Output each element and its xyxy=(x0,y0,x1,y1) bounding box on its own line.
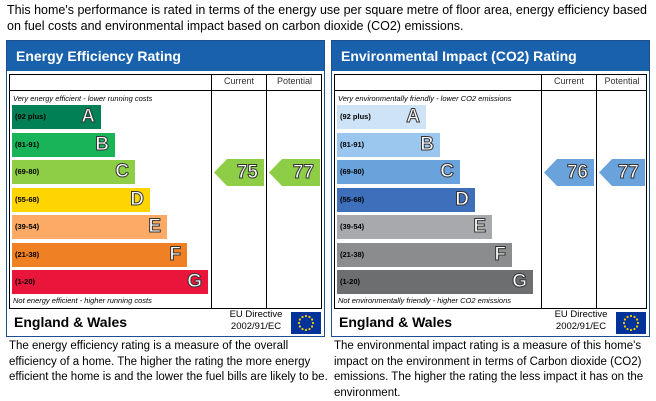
energy-current-header: Current xyxy=(223,76,254,86)
environment-panel-title: Environmental Impact (CO2) Rating xyxy=(332,41,649,71)
band-letter: A xyxy=(81,106,96,128)
band-letter: C xyxy=(440,161,455,183)
band-letter: D xyxy=(130,188,145,210)
environment-eu-directive: EU Directive 2002/91/EC xyxy=(554,309,608,332)
eu-flag-icon xyxy=(291,312,321,334)
energy-potential-rating-arrow: 77 xyxy=(269,158,320,186)
environment-potential-rating-arrow: 77 xyxy=(599,158,645,186)
rating-value: 77 xyxy=(292,161,314,183)
rating-band-f: (21-38) F xyxy=(12,242,187,267)
band-letter: G xyxy=(187,271,203,293)
band-range-label: (1-20) xyxy=(340,277,361,286)
band-letter: G xyxy=(512,271,528,293)
band-range-label: (39-54) xyxy=(15,222,40,231)
rating-band-g: (1-20) G xyxy=(12,270,208,294)
band-letter: E xyxy=(148,216,162,238)
band-range-label: (55-68) xyxy=(340,194,365,204)
rating-band-c: (69-80) C xyxy=(337,160,460,184)
band-letter: B xyxy=(95,133,110,155)
rating-value: 77 xyxy=(617,161,639,183)
energy-current-rating-arrow: 75 xyxy=(214,158,264,186)
band-letter: F xyxy=(169,243,182,265)
environment-current-rating-arrow: 76 xyxy=(544,158,594,186)
rating-band-b: (81-91) B xyxy=(12,132,115,157)
band-letter: F xyxy=(494,243,507,265)
band-letter: B xyxy=(420,133,435,155)
band-range-label: (21-38) xyxy=(340,249,365,259)
energy-description: The energy efficiency rating is a measur… xyxy=(9,340,328,383)
intro-text: This home's performance is rated in term… xyxy=(7,3,647,33)
band-range-label: (92 plus) xyxy=(15,112,46,121)
band-range-label: (81-91) xyxy=(340,139,365,149)
energy-region-label: England & Wales xyxy=(14,314,128,330)
environment-bottom-note: Not environmentally friendly - higher CO… xyxy=(338,296,511,305)
band-letter: A xyxy=(406,106,421,128)
band-letter: C xyxy=(115,161,130,183)
rating-band-a: (92 plus) A xyxy=(12,105,101,129)
environmental-impact-panel: Environmental Impact (CO2) Rating Curren… xyxy=(331,40,650,337)
energy-rating-grid: Current Potential Very energy efficient … xyxy=(9,74,322,309)
environment-current-header: Current xyxy=(553,76,584,86)
rating-band-e: (39-54) E xyxy=(337,215,492,239)
environment-top-note: Very environmentally friendly - lower CO… xyxy=(338,94,512,103)
band-range-label: (92 plus) xyxy=(340,112,371,121)
environment-potential-header: Potential xyxy=(604,76,640,86)
energy-top-note: Very energy efficient - lower running co… xyxy=(13,94,153,103)
rating-band-d: (55-68) D xyxy=(337,187,475,212)
rating-value: 76 xyxy=(566,161,588,183)
environment-region-label: England & Wales xyxy=(339,314,453,330)
rating-band-d: (55-68) D xyxy=(12,187,150,212)
eu-flag-icon xyxy=(616,312,646,334)
environment-description: The environmental impact rating is a mea… xyxy=(334,340,644,399)
energy-bottom-note: Not energy efficient - higher running co… xyxy=(13,296,152,305)
band-range-label: (1-20) xyxy=(15,277,36,286)
energy-efficiency-panel: Energy Efficiency Rating Current Potenti… xyxy=(6,40,325,337)
rating-band-f: (21-38) F xyxy=(337,242,512,267)
band-range-label: (69-80) xyxy=(15,167,40,176)
band-range-label: (39-54) xyxy=(340,222,365,231)
rating-band-g: (1-20) G xyxy=(337,270,533,294)
rating-value: 75 xyxy=(236,161,258,183)
energy-eu-directive: EU Directive 2002/91/EC xyxy=(229,309,283,332)
energy-panel-title: Energy Efficiency Rating xyxy=(7,41,324,71)
rating-band-c: (69-80) C xyxy=(12,160,135,184)
energy-potential-header: Potential xyxy=(276,76,313,86)
band-range-label: (21-38) xyxy=(15,249,40,259)
environment-rating-grid: Current Potential Very environmentally f… xyxy=(334,74,647,309)
band-range-label: (55-68) xyxy=(15,194,40,204)
band-letter: D xyxy=(455,188,470,210)
rating-band-a: (92 plus) A xyxy=(337,105,426,129)
band-range-label: (81-91) xyxy=(15,139,40,149)
rating-band-e: (39-54) E xyxy=(12,215,167,239)
band-range-label: (69-80) xyxy=(340,167,365,176)
rating-band-b: (81-91) B xyxy=(337,132,440,157)
band-letter: E xyxy=(473,216,487,238)
